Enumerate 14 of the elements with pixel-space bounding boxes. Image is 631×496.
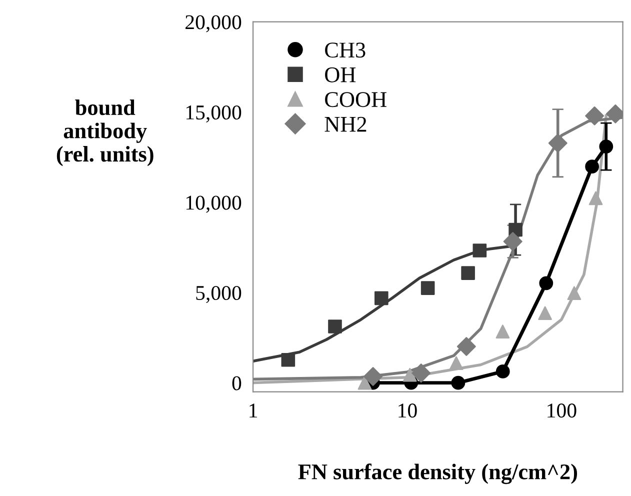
- legend-label: CH3: [325, 42, 366, 58]
- x-tick-label: 10: [398, 404, 417, 418]
- legend-label: OH: [325, 67, 356, 82]
- y-tick-label: 5,000: [196, 286, 242, 303]
- y-axis-title: bound antibody (rel. units): [56, 99, 154, 166]
- legend-label: COOH: [325, 92, 386, 108]
- x-tick-label: 1: [250, 404, 257, 418]
- x-axis-title: FN surface density (ng/cm^2): [298, 464, 578, 484]
- x-tick-label: 100: [548, 404, 576, 418]
- y-tick-label: 15,000: [186, 105, 242, 123]
- y-tick-label: 10,000: [186, 196, 242, 213]
- y-tick-label: 0: [232, 376, 242, 390]
- legend-label: NH2: [324, 116, 366, 132]
- y-tick-label: 20,000: [186, 15, 242, 32]
